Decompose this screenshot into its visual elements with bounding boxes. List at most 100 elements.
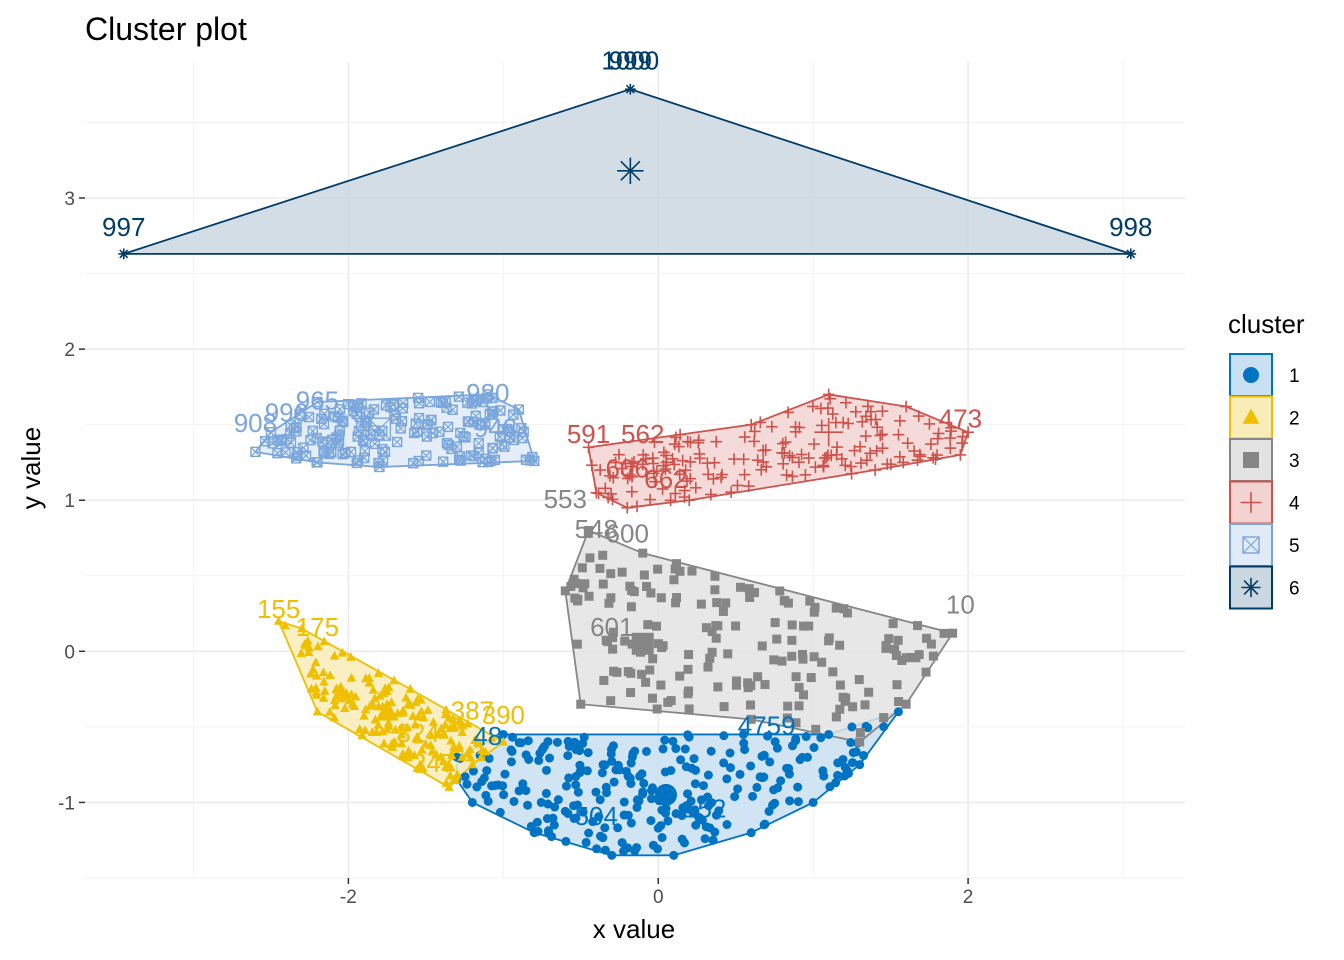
cluster-1-point (619, 797, 629, 807)
cluster-4-point (759, 444, 772, 456)
cluster-3-point (606, 593, 616, 603)
cluster-1-point (462, 779, 472, 789)
cluster-3-point (864, 687, 874, 697)
cluster-1-point (663, 816, 673, 826)
cluster-1-point (626, 818, 636, 828)
cluster-4-point (599, 482, 612, 495)
cluster-1-point (552, 737, 562, 747)
cluster-1-point (733, 784, 743, 794)
cluster-2-point (384, 682, 394, 692)
cluster-1-point (668, 736, 678, 746)
cluster-points (118, 83, 1137, 860)
cluster-2-point (443, 759, 454, 769)
cluster-1-point (544, 828, 554, 838)
cluster-2-point (377, 726, 388, 736)
cluster-4-point (795, 448, 808, 461)
cluster-4-point (944, 442, 957, 454)
cluster-1-point (661, 808, 671, 818)
cluster-3-point (617, 567, 627, 577)
legend-label: 6 (1289, 579, 1300, 600)
cluster-2-point (477, 745, 487, 754)
cluster-1-point (639, 778, 649, 788)
cluster-4-point (777, 457, 790, 470)
cluster-2-point (313, 641, 323, 651)
cluster-4-point (755, 463, 768, 476)
legend-symbol (1241, 577, 1261, 598)
legend-label: 2 (1289, 409, 1300, 430)
cluster-5-point (481, 393, 492, 404)
legend-item-3: 3 (1229, 438, 1300, 482)
cluster-5-point (487, 443, 498, 454)
point-label: 999 (609, 46, 652, 76)
cluster-3-point (775, 586, 785, 596)
cluster-4-point (869, 413, 882, 426)
cluster-3-point (578, 583, 588, 593)
cluster-1-point (739, 738, 749, 748)
point-label: 155 (257, 594, 300, 624)
cluster-1-point (506, 757, 516, 767)
cluster-4-point (912, 410, 925, 422)
cluster-2-point (373, 719, 383, 729)
cluster-4-point (692, 436, 705, 449)
cluster-4-point (625, 485, 638, 498)
cluster-3-point (576, 699, 586, 709)
cluster-5-point (291, 453, 302, 464)
cluster-4-point (681, 435, 694, 448)
cluster-2-point (415, 759, 425, 769)
cluster-3-point (577, 563, 587, 573)
cluster-1-point (553, 795, 563, 805)
cluster-5-point (435, 397, 447, 408)
cluster-1-point (601, 782, 611, 792)
cluster-4-point (876, 428, 889, 441)
cluster-1-point (646, 794, 656, 804)
cluster-3-point (906, 652, 916, 662)
cluster-2-point (273, 615, 284, 625)
cluster-1-point (705, 823, 715, 833)
cluster-1-point (660, 735, 670, 745)
cluster-1-point (653, 823, 663, 833)
cluster-5-point (453, 391, 465, 402)
cluster-5-point (391, 436, 403, 448)
cluster-4-point (716, 468, 728, 481)
cluster-3-point (707, 627, 717, 637)
cluster-3-point (687, 566, 697, 576)
cluster-5-point (437, 456, 449, 467)
cluster-5-point (487, 406, 498, 417)
cluster-1-point (682, 804, 692, 814)
y-tick-label: 3 (64, 189, 75, 210)
cluster-1-point (719, 758, 729, 768)
cluster-4-point (748, 435, 761, 448)
cluster-1-point (499, 790, 509, 800)
x-tick-label: 2 (963, 887, 974, 908)
cluster-1-point (819, 771, 829, 781)
cluster-3-point (901, 653, 911, 663)
cluster-2-point (341, 688, 352, 698)
cluster-3-point (746, 700, 756, 710)
cluster-1-point (630, 746, 640, 756)
cluster-5-point (508, 409, 519, 420)
cluster-1-point (748, 791, 758, 801)
cluster-2-point (306, 683, 317, 693)
cluster-1-point (843, 768, 853, 778)
cluster-3-point (656, 680, 666, 690)
cluster-2-point (350, 691, 361, 701)
cluster-1-point (584, 828, 594, 838)
cluster-1-point (759, 820, 769, 830)
cluster-3-point (848, 702, 858, 712)
cluster-4-point (582, 441, 595, 454)
cluster-1-point (575, 760, 585, 770)
cluster-4-point (670, 431, 682, 444)
legend-item-2: 2 (1229, 395, 1300, 440)
point-label: 908 (234, 408, 277, 438)
cluster-2-point (370, 714, 381, 724)
cluster-2-point (330, 700, 340, 710)
cluster-3-point (595, 563, 605, 573)
cluster-2-point (441, 704, 451, 714)
cluster-5-point (291, 422, 302, 433)
cluster-5-point (337, 448, 348, 460)
cluster-4-point (676, 454, 689, 467)
cluster-2-point (446, 750, 457, 760)
cluster-3-point (606, 569, 616, 579)
cluster-1-point (791, 736, 801, 746)
cluster-1-point (848, 748, 858, 758)
